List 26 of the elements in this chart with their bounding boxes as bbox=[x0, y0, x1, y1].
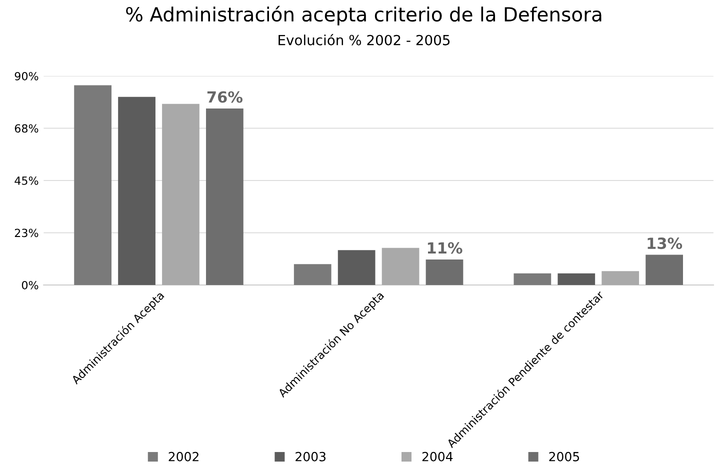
data-label: 13% bbox=[648, 238, 682, 250]
y-tick-label: 90% bbox=[14, 72, 38, 80]
data-label: 11% bbox=[428, 242, 462, 254]
bar bbox=[206, 108, 244, 285]
legend-label: 2002 bbox=[168, 452, 198, 462]
bar bbox=[602, 271, 640, 285]
bar bbox=[74, 85, 112, 285]
bar bbox=[118, 96, 156, 285]
bar bbox=[162, 104, 200, 285]
bar bbox=[294, 264, 332, 285]
bar bbox=[514, 273, 552, 285]
chart-title: % Administración acepta criterio de la Defensora bbox=[126, 6, 602, 26]
y-tick-label: 0% bbox=[22, 280, 38, 290]
bar bbox=[558, 273, 596, 285]
bar bbox=[382, 248, 420, 285]
legend-label: 2005 bbox=[549, 452, 580, 462]
data-label: 76% bbox=[207, 91, 242, 103]
y-tick-label: 68% bbox=[14, 124, 38, 133]
y-tick-label: 45% bbox=[14, 176, 38, 185]
bar bbox=[338, 250, 376, 285]
legend-label: 2003 bbox=[296, 452, 326, 462]
bar bbox=[646, 254, 683, 285]
bar bbox=[426, 259, 464, 285]
chart-subtitle: Evolución % 2002 - 2005 bbox=[278, 34, 450, 46]
legend-label: 2004 bbox=[422, 452, 453, 462]
y-tick-label: 23% bbox=[14, 228, 38, 238]
